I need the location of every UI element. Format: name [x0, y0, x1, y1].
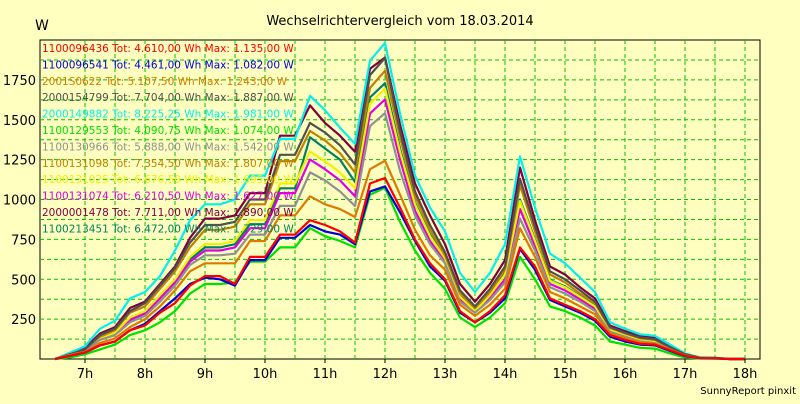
y-tick-label: 1250 [3, 154, 36, 169]
series-line [54, 41, 745, 361]
series-line [54, 186, 745, 361]
legend-entry: 1100096541 Tot: 4.461,00 Wh Max: 1.082,0… [42, 59, 294, 71]
legend-entry: 1100131074 Tot: 6.210,50 Wh Max: 1.627,0… [42, 191, 294, 203]
x-tick-label: 7h [77, 367, 94, 382]
legend: 1100096436 Tot: 4.610,00 Wh Max: 1.135,0… [42, 43, 294, 235]
legend-entry: 1100130966 Tot: 5.888,00 Wh Max: 1.542,0… [42, 141, 294, 153]
legend-entry: 1100131025 Tot: 6.676,50 Wh Max: 1.695,0… [42, 174, 294, 186]
x-tick-label: 11h [313, 367, 338, 382]
y-tick-label: 1750 [3, 74, 36, 89]
series-line [54, 159, 745, 361]
x-tick-label: 17h [673, 367, 698, 382]
series-line [54, 111, 745, 361]
series-line [54, 176, 745, 361]
x-tick-label: 12h [373, 367, 398, 382]
series-line [54, 56, 745, 361]
x-tick-label: 8h [137, 367, 154, 382]
legend-entry: 2001S0622 Tot: 5.107,50 Wh Max: 1.243,00… [42, 76, 288, 88]
x-tick-label: 10h [253, 367, 278, 382]
y-axis-label: W [35, 18, 49, 34]
x-tick-label: 18h [733, 367, 758, 382]
y-tick-label: 1000 [3, 194, 36, 209]
y-tick-label: 750 [11, 233, 36, 248]
y-tick-label: 500 [11, 273, 36, 288]
legend-entry: 1100129553 Tot: 4.090,75 Wh Max: 1.074,0… [42, 125, 294, 137]
footer-credit: SunnyReport pinxit [700, 386, 796, 397]
legend-entry: 1100213451 Tot: 6.472,00 Wh Max: 1.729,0… [42, 223, 294, 235]
chart-title: Wechselrichtervergleich vom 18.03.2014 [266, 14, 533, 29]
series-line [54, 185, 745, 361]
x-tick-label: 16h [613, 367, 638, 382]
x-tick-label: 9h [197, 367, 214, 382]
y-tick-label: 250 [11, 313, 36, 328]
series-layer [54, 41, 745, 361]
y-tick-label: 1500 [3, 114, 36, 129]
legend-entry: 2000149882 Tot: 8.225,25 Wh Max: 1.981,0… [42, 109, 294, 121]
series-line [54, 87, 745, 361]
legend-entry: 2000001478 Tot: 7.711,00 Wh Max: 1.890,0… [42, 207, 294, 219]
x-tick-label: 15h [553, 367, 578, 382]
axis-layer: 7h 8h 9h 10h 11h 12h 13h 14h 15h 16h 17h 18h 250 500 7… [3, 74, 757, 382]
legend-entry: 1100096436 Tot: 4.610,00 Wh Max: 1.135,0… [42, 43, 294, 55]
legend-entry: 1100131098 Tot: 7.354,50 Wh Max: 1.807,0… [42, 158, 294, 170]
x-tick-label: 14h [493, 367, 518, 382]
x-tick-label: 13h [433, 367, 458, 382]
legend-entry: 2000154799 Tot: 7.704,00 Wh Max: 1.887,0… [42, 92, 294, 104]
